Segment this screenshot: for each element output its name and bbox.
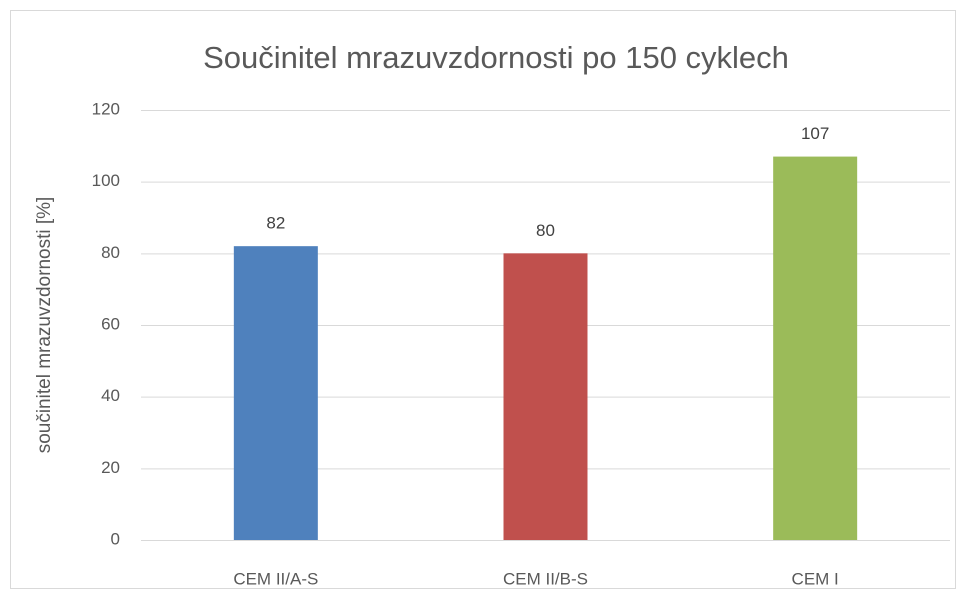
y-tick-label: 0 bbox=[111, 529, 120, 548]
y-axis-label: součinitel mrazuvzdornosti [%] bbox=[34, 197, 55, 454]
chart-title: Součinitel mrazuvzdornosti po 150 cyklec… bbox=[203, 40, 789, 75]
y-tick-label: 100 bbox=[92, 171, 120, 190]
y-tick-label: 120 bbox=[92, 99, 120, 118]
bar bbox=[503, 253, 588, 541]
y-tick-label: 20 bbox=[101, 458, 120, 477]
x-tick-label: CEM II/B-S bbox=[503, 569, 588, 588]
bar bbox=[233, 246, 318, 540]
bar bbox=[773, 156, 858, 541]
data-label: 82 bbox=[266, 214, 285, 233]
y-tick-label: 40 bbox=[101, 386, 120, 405]
x-tick-label: CEM I bbox=[792, 569, 839, 588]
data-label: 107 bbox=[801, 124, 829, 143]
x-tick-label: CEM II/A-S bbox=[233, 569, 318, 588]
y-tick-label: 60 bbox=[101, 314, 120, 333]
y-tick-label: 80 bbox=[101, 243, 120, 262]
data-label: 80 bbox=[536, 221, 555, 240]
